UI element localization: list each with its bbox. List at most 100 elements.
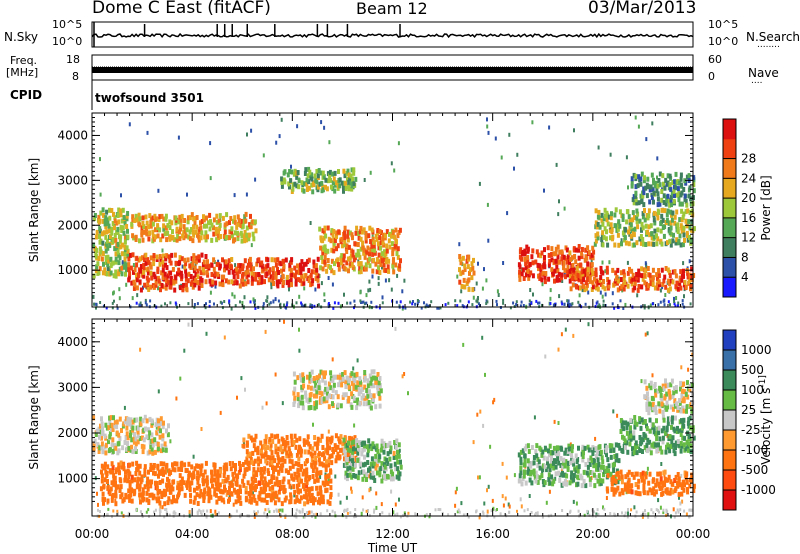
- heatmap-cell: [645, 423, 648, 429]
- heatmap-cell: [396, 449, 399, 455]
- heatmap-cell: [360, 264, 364, 270]
- heatmap-cell: [692, 182, 696, 188]
- heatmap-cell: [609, 454, 613, 460]
- heatmap-cell: [692, 175, 696, 181]
- heatmap-cell: [358, 401, 362, 407]
- heatmap-cell: [154, 422, 158, 428]
- heatmap-cell: [158, 281, 162, 287]
- heatmap-cell: [232, 487, 236, 493]
- heatmap-cell: [572, 499, 575, 504]
- station-title: Dome C East (fitACF): [92, 0, 271, 18]
- heatmap-cell: [568, 304, 571, 308]
- heatmap-cell: [306, 384, 310, 390]
- heatmap-cell: [166, 230, 170, 236]
- heatmap-cell: [663, 476, 667, 482]
- heatmap-cell: [376, 384, 380, 390]
- heatmap-cell: [632, 200, 636, 206]
- heatmap-cell: [391, 247, 395, 252]
- heatmap-cell: [180, 486, 184, 492]
- heatmap-cell: [345, 243, 349, 249]
- heatmap-cell: [661, 435, 665, 441]
- heatmap-cell: [300, 301, 303, 305]
- heatmap-cell: [354, 446, 358, 452]
- heatmap-cell: [570, 266, 574, 272]
- heatmap-cell: [562, 265, 566, 271]
- heatmap-cell: [142, 496, 146, 502]
- heatmap-cell: [592, 463, 596, 469]
- heatmap-cell: [162, 226, 166, 232]
- heatmap-cell: [575, 501, 578, 506]
- heatmap-cell: [172, 498, 176, 504]
- heatmap-cell: [679, 432, 683, 437]
- heatmap-cell: [196, 268, 200, 274]
- heatmap-cell: [155, 481, 159, 486]
- heatmap-cell: [318, 181, 322, 187]
- heatmap-cell: [104, 234, 108, 240]
- heatmap-cell: [336, 262, 340, 267]
- heatmap-cell: [183, 348, 186, 353]
- heatmap-cell: [126, 234, 130, 240]
- heatmap-cell: [637, 478, 641, 484]
- heatmap-cell: [143, 414, 147, 420]
- heatmap-cell: [266, 263, 270, 269]
- heatmap-cell: [467, 286, 471, 292]
- heatmap-cell: [521, 448, 525, 454]
- heatmap-cell: [643, 394, 647, 400]
- heatmap-cell: [296, 396, 300, 402]
- heatmap-cell: [537, 266, 540, 272]
- heatmap-cell: [184, 268, 188, 274]
- heatmap-cell: [641, 514, 644, 519]
- heatmap-cell: [184, 273, 188, 279]
- heatmap-cell: [353, 378, 357, 384]
- heatmap-cell: [598, 277, 602, 283]
- heatmap-cell: [669, 186, 673, 192]
- heatmap-cell: [138, 486, 142, 492]
- heatmap-cell: [560, 275, 563, 281]
- heatmap-cell: [227, 258, 231, 264]
- heatmap-cell: [330, 453, 334, 459]
- heatmap-cell: [349, 460, 353, 466]
- heatmap-cell: [306, 259, 310, 265]
- heatmap-cell: [692, 226, 696, 232]
- heatmap-cell: [626, 421, 630, 427]
- heatmap-cell: [579, 262, 583, 268]
- heatmap-cell: [234, 304, 237, 308]
- heatmap-cell: [317, 457, 321, 463]
- heatmap-cell: [122, 230, 126, 236]
- heatmap-cell: [643, 272, 646, 278]
- heatmap-cell: [138, 238, 141, 244]
- heatmap-cell: [209, 176, 212, 181]
- heatmap-cell: [157, 418, 160, 424]
- heatmap-cell: [375, 269, 379, 275]
- heatmap-cell: [581, 457, 585, 463]
- heatmap-cell: [556, 445, 560, 451]
- heatmap-cell: [561, 279, 564, 283]
- heatmap-cell: [175, 396, 178, 401]
- heatmap-cell: [622, 435, 626, 441]
- heatmap-cell: [374, 261, 378, 267]
- heatmap-cell: [627, 508, 629, 511]
- heatmap-cell: [664, 201, 668, 207]
- heatmap-cell: [437, 508, 440, 511]
- heatmap-cell: [204, 306, 207, 310]
- heatmap-cell: [221, 215, 225, 221]
- heatmap-cell: [560, 249, 564, 255]
- heatmap-cell: [692, 435, 696, 441]
- heatmap-cell: [342, 257, 346, 263]
- heatmap-cell: [578, 271, 582, 277]
- heatmap-cell: [250, 496, 254, 502]
- heatmap-cell: [627, 469, 631, 475]
- heatmap-cell: [149, 467, 153, 472]
- heatmap-cell: [93, 438, 97, 444]
- heatmap-cell: [501, 461, 504, 466]
- heatmap-cell: [172, 494, 175, 500]
- heatmap-cell: [92, 446, 96, 452]
- heatmap-cell: [549, 288, 552, 293]
- heatmap-cell: [367, 509, 369, 513]
- heatmap-cell: [346, 256, 350, 262]
- heatmap-cell: [376, 372, 380, 377]
- heatmap-cell: [648, 199, 652, 205]
- heatmap-cell: [180, 481, 183, 487]
- heatmap-cell: [481, 286, 484, 291]
- heatmap-cell: [169, 489, 173, 495]
